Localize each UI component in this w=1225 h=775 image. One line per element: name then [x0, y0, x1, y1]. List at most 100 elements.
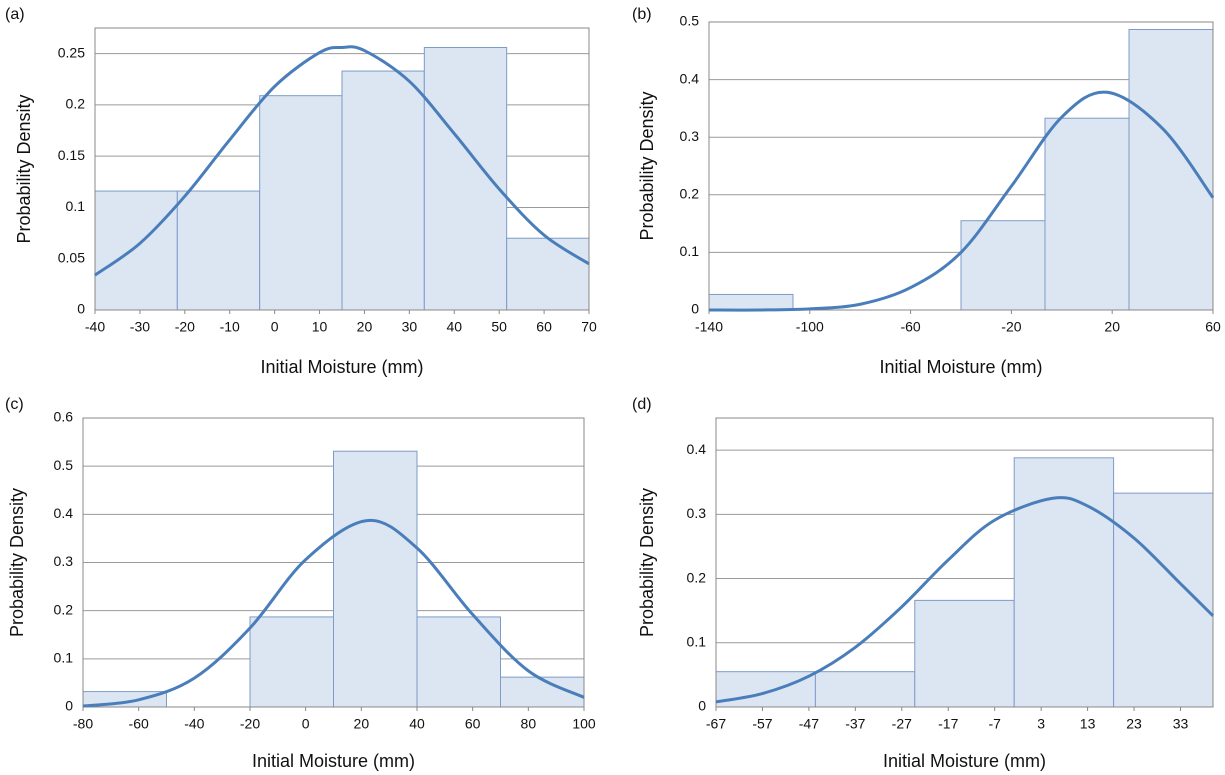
- y-axis-title: Probability Density: [14, 94, 34, 243]
- y-tick-label: 0.5: [680, 13, 700, 29]
- x-tick-label: -20: [240, 716, 260, 732]
- y-tick-label: 0.4: [54, 505, 74, 521]
- bar: [1013, 457, 1115, 708]
- panel-label: (c): [5, 396, 24, 413]
- x-tick-label: 20: [354, 716, 370, 732]
- x-tick-label: -57: [752, 716, 772, 732]
- x-tick-label: -27: [892, 716, 912, 732]
- x-tick-label: 10: [312, 319, 328, 335]
- plot-frame: [708, 21, 1214, 311]
- y-tick-label: 0.2: [687, 569, 707, 585]
- x-tick-label: 40: [409, 716, 425, 732]
- x-tick-label: -80: [73, 716, 93, 732]
- x-tick-label: -20: [175, 319, 195, 335]
- panel-label: (a): [5, 6, 25, 23]
- y-tick-label: 0.4: [687, 441, 707, 457]
- bar: [708, 293, 794, 311]
- bar: [914, 599, 1015, 708]
- x-tick-label: 80: [521, 716, 537, 732]
- x-tick-label: 60: [1205, 319, 1221, 335]
- fit-curve: [82, 519, 585, 708]
- x-tick-label: 30: [402, 319, 418, 335]
- x-tick-label: -60: [900, 319, 920, 335]
- y-tick-label: 0.4: [680, 70, 700, 86]
- x-tick-label: -40: [85, 319, 105, 335]
- panel-label: (d): [632, 396, 652, 413]
- y-tick-label: 0.3: [680, 128, 700, 144]
- x-axis-title: Initial Moisture (mm): [883, 751, 1046, 771]
- y-tick-label: 0.3: [687, 505, 707, 521]
- x-tick-label: 70: [581, 319, 597, 335]
- y-tick-label: 0.1: [680, 243, 700, 259]
- x-tick-label: -7: [988, 716, 1001, 732]
- x-tick-label: 40: [446, 319, 462, 335]
- y-axis-title: Probability Density: [637, 91, 657, 240]
- x-tick-label: 3: [1037, 716, 1045, 732]
- panel: (d) 0 0.1 0.2 0.3 0.4 -67 -57 -47 -37 -27 -17 -7 3 13 2…: [632, 396, 1215, 771]
- x-tick-label: -20: [1001, 319, 1021, 335]
- bar: [1044, 117, 1130, 311]
- y-tick-label: 0: [77, 301, 85, 317]
- x-axis-title: Initial Moisture (mm): [879, 357, 1042, 377]
- x-tick-label: 50: [491, 319, 507, 335]
- x-tick-label: -40: [184, 716, 204, 732]
- x-tick-label: 33: [1173, 716, 1189, 732]
- y-axis-title: Probability Density: [637, 488, 657, 637]
- bar: [333, 450, 418, 708]
- bar: [249, 616, 334, 708]
- bar: [259, 95, 343, 311]
- y-tick-label: 0: [691, 301, 699, 317]
- y-tick-label: 0.2: [680, 186, 700, 202]
- bar: [176, 190, 261, 311]
- x-axis-title: Initial Moisture (mm): [252, 751, 415, 771]
- y-tick-label: 0.2: [54, 601, 74, 617]
- x-tick-label: 0: [271, 319, 279, 335]
- x-tick-label: -60: [129, 716, 149, 732]
- x-tick-label: 23: [1126, 716, 1142, 732]
- bar: [1128, 28, 1214, 311]
- bar: [94, 190, 178, 311]
- x-tick-label: 13: [1080, 716, 1096, 732]
- fit-curve: [94, 45, 590, 277]
- y-tick-label: 0.05: [58, 249, 85, 265]
- panel: (c) 0 0.1 0.2 0.3 0.4 0.5 0.6 -80 -60 -40 -20 0 20 40 6…: [5, 396, 596, 771]
- x-tick-label: 60: [536, 319, 552, 335]
- y-tick-label: 0.1: [54, 650, 74, 666]
- fit-curve: [708, 90, 1215, 312]
- panel-label: (b): [632, 6, 652, 23]
- y-tick-label: 0.2: [66, 96, 86, 112]
- x-tick-label: -140: [695, 319, 723, 335]
- y-tick-label: 0.6: [54, 409, 74, 425]
- bar: [506, 237, 590, 311]
- x-tick-label: 20: [357, 319, 373, 335]
- x-tick-label: -10: [220, 319, 240, 335]
- panel: (a) 0 0.05 0.1 0.15 0.2 0.25 -40 -30 -20 -10 0 10 20 3…: [5, 6, 597, 377]
- x-tick-label: -67: [706, 716, 726, 732]
- x-axis-title: Initial Moisture (mm): [260, 357, 423, 377]
- y-tick-label: 0: [65, 698, 73, 714]
- x-tick-label: -30: [130, 319, 150, 335]
- y-tick-label: 0.25: [58, 44, 85, 60]
- x-tick-label: -17: [938, 716, 958, 732]
- y-tick-label: 0.15: [58, 147, 85, 163]
- y-axis-title: Probability Density: [7, 488, 27, 637]
- y-tick-label: 0.1: [687, 633, 707, 649]
- x-tick-label: -47: [799, 716, 819, 732]
- bar: [423, 46, 508, 311]
- x-tick-label: -37: [845, 716, 865, 732]
- y-tick-label: 0.5: [54, 457, 74, 473]
- plot-frame: [82, 417, 585, 708]
- x-tick-label: -100: [796, 319, 824, 335]
- plot-frame: [715, 417, 1214, 708]
- bar: [960, 220, 1046, 311]
- x-tick-label: 0: [302, 716, 310, 732]
- plot-frame: [94, 27, 590, 311]
- bar: [814, 671, 916, 708]
- y-tick-label: 0: [698, 698, 706, 714]
- x-tick-label: 100: [572, 716, 596, 732]
- y-tick-label: 0.3: [54, 553, 74, 569]
- fit-curve: [715, 496, 1215, 704]
- y-tick-label: 0.1: [66, 198, 86, 214]
- x-tick-label: 60: [465, 716, 481, 732]
